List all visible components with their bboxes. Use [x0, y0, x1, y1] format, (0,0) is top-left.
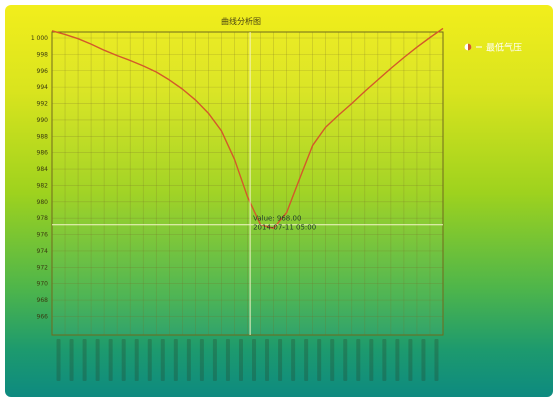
x-tick-label	[317, 339, 322, 381]
series-layer	[51, 27, 444, 229]
x-tick-label	[330, 339, 335, 381]
legend-marker-half	[468, 43, 472, 51]
x-axis	[56, 339, 439, 381]
y-tick-label: 968	[37, 297, 49, 304]
y-axis: 1 000 998 996 994 992 990 988 986 984 982 980 978 97…	[31, 35, 48, 320]
x-tick-label	[421, 339, 426, 381]
y-tick-label: 966	[37, 313, 49, 320]
series-line	[51, 27, 444, 229]
y-tick-label: 988	[37, 133, 49, 140]
y-tick-label: 998	[37, 51, 49, 58]
crosshair-readout: 2014-07-11 05:00	[253, 224, 316, 232]
y-tick-label: 972	[37, 264, 49, 271]
legend: 最低气压	[464, 42, 522, 54]
y-tick-label: 984	[37, 166, 49, 173]
x-tick-label	[69, 339, 74, 381]
x-tick-label	[395, 339, 400, 381]
x-tick-label	[238, 339, 243, 381]
y-tick-label: 970	[37, 281, 49, 288]
x-tick-label	[108, 339, 113, 381]
x-tick-label	[265, 339, 270, 381]
y-tick-label: 976	[37, 232, 49, 239]
x-tick-label	[56, 339, 61, 381]
plot-area	[51, 31, 444, 336]
x-tick-label	[278, 339, 283, 381]
crosshair-readout: Value: 968.00	[253, 215, 301, 223]
x-tick-label	[434, 339, 439, 381]
x-tick-label	[121, 339, 126, 381]
y-tick-label: 996	[37, 68, 49, 75]
x-tick-label	[147, 339, 152, 381]
x-tick-label	[134, 339, 139, 381]
y-tick-label: 990	[37, 117, 49, 124]
x-tick-label	[356, 339, 361, 381]
grid-lines	[51, 32, 444, 335]
x-tick-label	[343, 339, 348, 381]
x-tick-label	[369, 339, 374, 381]
y-tick-label: 980	[37, 199, 49, 206]
x-tick-label	[186, 339, 191, 381]
x-tick-label	[212, 339, 217, 381]
x-tick-label	[82, 339, 87, 381]
chart-canvas: 曲线分析图 1 000 998 996 994 992 990 988 986 984 982 98…	[31, 16, 522, 381]
x-tick-label	[291, 339, 296, 381]
x-tick-label	[225, 339, 230, 381]
y-tick-label: 992	[37, 101, 49, 108]
x-tick-label	[252, 339, 257, 381]
y-tick-label: 978	[37, 215, 49, 222]
x-tick-label	[199, 339, 204, 381]
x-tick-label	[173, 339, 178, 381]
x-tick-label	[382, 339, 387, 381]
y-tick-label: 1 000	[31, 35, 48, 42]
y-tick-label: 986	[37, 150, 49, 157]
x-tick-label	[95, 339, 100, 381]
y-tick-label: 994	[37, 84, 49, 91]
legend-label: 最低气压	[486, 42, 522, 54]
chart-frame: 曲线分析图 1 000 998 996 994 992 990 988 986 984 982 98…	[5, 5, 553, 397]
x-tick-label	[304, 339, 309, 381]
y-tick-label: 982	[37, 182, 49, 189]
x-tick-label	[408, 339, 413, 381]
chart-title: 曲线分析图	[221, 16, 261, 26]
x-tick-label	[160, 339, 165, 381]
y-tick-label: 974	[37, 248, 49, 255]
